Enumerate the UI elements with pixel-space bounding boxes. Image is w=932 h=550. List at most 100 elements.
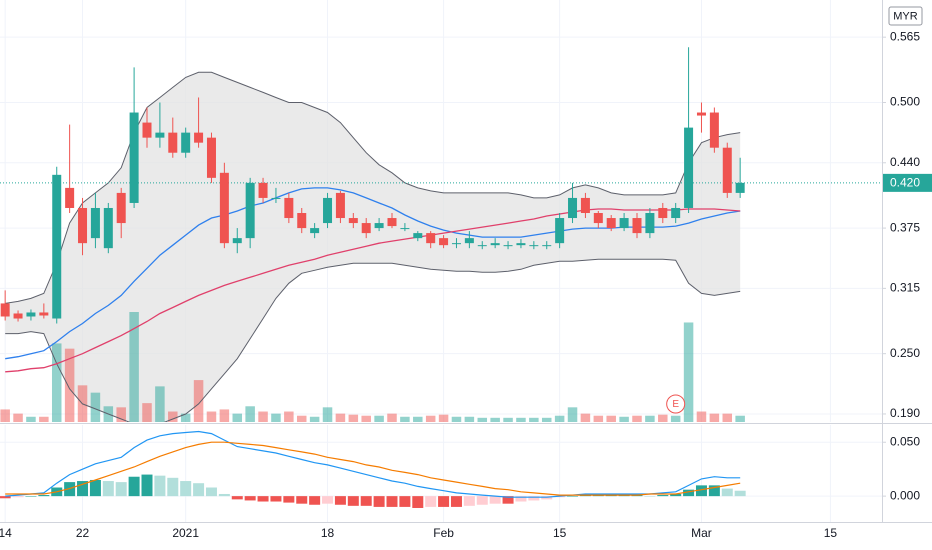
band-lower	[5, 258, 741, 422]
x-tick-label: Mar	[691, 526, 712, 540]
volume-bar	[619, 416, 629, 422]
volume-bar	[413, 416, 423, 422]
macd-histogram-bar	[683, 489, 695, 497]
volume-bar	[645, 415, 655, 422]
candle-body	[13, 313, 23, 319]
candle-body	[709, 112, 719, 148]
volume-bar	[451, 416, 462, 422]
y-tick-label: 0.500	[890, 95, 920, 109]
candle-body	[490, 243, 500, 246]
volume-bar	[503, 417, 513, 422]
volume-bar	[554, 415, 565, 422]
macd-histogram-bar	[695, 485, 707, 497]
macd-histogram-bar	[708, 485, 720, 497]
macd-histogram-bar	[154, 475, 166, 497]
macd-tick-label: 0.050	[890, 434, 920, 448]
macd-histogram-bar	[502, 496, 514, 504]
moving-average	[5, 187, 741, 360]
band-upper	[5, 71, 741, 304]
volume-bar	[709, 413, 720, 422]
macd-histogram-bar	[450, 496, 462, 507]
macd-histogram-bar	[644, 496, 656, 497]
candle-body	[284, 197, 294, 219]
candle-body	[542, 245, 552, 247]
candle-body	[129, 112, 139, 203]
volume-bar	[529, 417, 539, 422]
candle-body	[78, 207, 88, 244]
candle-body	[361, 223, 371, 234]
volume-bar	[541, 417, 552, 422]
candle-body	[464, 238, 474, 244]
volume-bar	[258, 411, 268, 422]
volume-bar	[245, 406, 255, 422]
volume-bar	[39, 416, 49, 422]
volume-bar	[129, 312, 139, 422]
macd-histogram-bar	[476, 496, 488, 505]
candle-body	[413, 233, 423, 239]
candle-body	[39, 312, 49, 316]
signal-line	[5, 441, 741, 496]
volume-bar	[696, 411, 707, 422]
volume-bar	[26, 416, 36, 422]
macd-histogram-bar	[309, 496, 321, 505]
candle-body	[606, 218, 616, 229]
candle-body	[194, 132, 204, 143]
candle-body	[26, 312, 36, 317]
macd-histogram-bar	[334, 496, 346, 505]
macd-histogram-bar	[0, 496, 11, 499]
earnings-marker	[666, 394, 686, 414]
macd-histogram-bar	[360, 496, 372, 506]
volume-bar	[683, 322, 694, 422]
volume-bar	[142, 403, 152, 422]
macd-histogram-bar	[296, 496, 308, 504]
y-tick-label: 0.190	[890, 406, 920, 420]
volume-bar	[593, 415, 604, 422]
macd-histogram-bar	[463, 496, 475, 506]
volume-bar	[13, 413, 23, 422]
candle-body	[258, 182, 268, 198]
macd-histogram-bar	[657, 495, 669, 497]
volume-bar	[735, 415, 745, 422]
x-tick-label: 14	[0, 526, 12, 540]
macd-histogram-bar	[102, 481, 114, 497]
candle-body	[426, 233, 436, 244]
candle-body	[232, 238, 242, 244]
candle-body	[206, 137, 216, 178]
candle-body	[310, 228, 320, 234]
volume-bar	[477, 417, 488, 422]
volume-bar	[632, 415, 642, 422]
volume-bar	[322, 407, 333, 422]
volume-bar	[400, 416, 410, 422]
macd-line	[5, 430, 741, 498]
volume-bar	[464, 416, 475, 422]
earnings-label: E	[672, 399, 679, 410]
macd-histogram-bar	[115, 482, 127, 497]
volume-bar	[438, 414, 449, 422]
candle-body	[297, 213, 307, 229]
volume-bar	[0, 409, 10, 422]
volume-bar	[284, 411, 294, 422]
macd-histogram-bar	[205, 487, 217, 497]
candle-body	[671, 207, 681, 219]
macd-histogram-bar	[180, 481, 192, 497]
currency-box	[888, 6, 923, 26]
candle-body	[142, 122, 152, 138]
candle-body	[65, 187, 75, 208]
y-tick-label: 0.315	[890, 281, 920, 295]
candle-body	[696, 112, 706, 116]
volume-bar	[271, 413, 281, 422]
macd-histogram-bar	[128, 476, 140, 497]
macd-histogram-bar	[231, 496, 243, 500]
volume-bar	[168, 411, 178, 422]
volume-bar	[374, 415, 384, 422]
candle-body	[0, 303, 10, 317]
candle-body	[645, 213, 655, 234]
macd-histogram-bar	[399, 496, 411, 507]
candle-body	[181, 132, 191, 153]
volume-bar	[658, 414, 668, 422]
candle-body	[400, 228, 410, 230]
candle-body	[477, 245, 487, 247]
volume-bar	[425, 415, 436, 422]
